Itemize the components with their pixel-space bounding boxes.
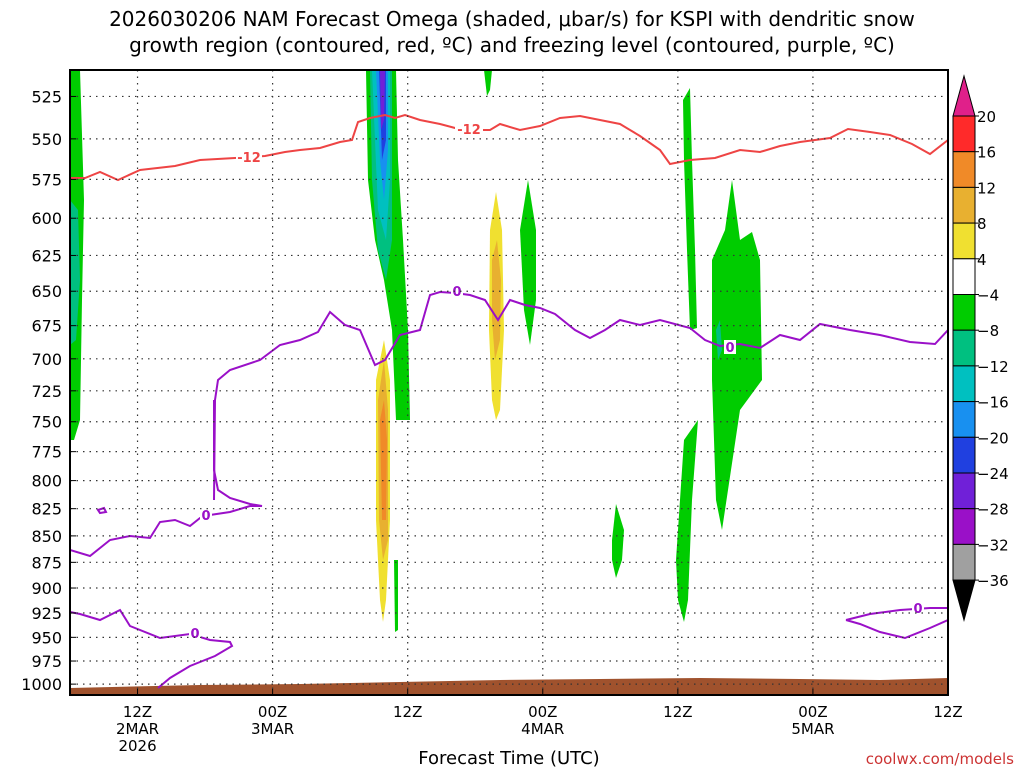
y-tick-label: 875 bbox=[31, 553, 62, 572]
x-tick-label: 2MAR bbox=[116, 720, 159, 738]
colorbar-label: 8 bbox=[977, 215, 987, 233]
x-tick-label: 00Z bbox=[258, 703, 287, 721]
freezing-contour-bottom bbox=[70, 608, 234, 689]
colorbar-swatch bbox=[952, 543, 976, 581]
contour-labels: -12 -12 0 0 0 0 0 bbox=[189, 122, 924, 642]
y-tick-label: 650 bbox=[31, 282, 62, 301]
omega-shading: -12 -12 0 0 0 0 0 bbox=[70, 70, 948, 695]
y-tick-label: 900 bbox=[31, 579, 62, 598]
colorbar-label: −24 bbox=[977, 465, 1009, 483]
y-tick-label: 575 bbox=[31, 170, 62, 189]
colorbar-swatch bbox=[952, 508, 976, 545]
colorbar-label: −8 bbox=[977, 322, 999, 340]
omega-region-descent2-gold bbox=[492, 240, 501, 360]
omega-region-green3 bbox=[683, 88, 697, 330]
omega-colorbar: 20 16 12 8 4 −4 −8 −12 −16 −20 −24 −28 −32 −36 bbox=[952, 74, 1009, 622]
omega-region-green5 bbox=[676, 420, 698, 622]
x-tick-label: 5MAR bbox=[791, 720, 834, 738]
credit-text: coolwx.com/models bbox=[866, 750, 1014, 768]
omega-region-small-green bbox=[394, 560, 398, 632]
omega-region-green4 bbox=[712, 180, 762, 530]
plot-frame bbox=[69, 69, 949, 696]
colorbar-swatch bbox=[952, 151, 976, 188]
freezing-contour-small bbox=[96, 506, 108, 515]
freezing-contour-lower bbox=[70, 400, 263, 558]
colorbar-label: −12 bbox=[977, 358, 1009, 376]
colorbar-swatch bbox=[952, 222, 976, 260]
y-tick-label: 925 bbox=[31, 604, 62, 623]
colorbar-swatch bbox=[952, 365, 976, 403]
colorbar-bottom-arrow bbox=[952, 579, 976, 622]
y-tick-label: 675 bbox=[31, 317, 62, 336]
y-tick-label: 600 bbox=[31, 209, 62, 228]
colorbar-label: −16 bbox=[977, 394, 1009, 412]
y-tick-label: 1000 bbox=[21, 675, 62, 694]
colorbar-swatch bbox=[952, 258, 976, 295]
y-tick-label: 525 bbox=[31, 87, 62, 106]
x-tick-label: 00Z bbox=[798, 703, 827, 721]
omega-region-green2 bbox=[520, 180, 536, 345]
freezing-label-b: 0 bbox=[725, 341, 734, 356]
colorbar-swatch bbox=[952, 401, 976, 438]
colorbar-label: −20 bbox=[977, 429, 1009, 447]
y-tick-label: 775 bbox=[31, 443, 62, 462]
x-tick-label: 3MAR bbox=[251, 720, 294, 738]
y-tick-label: 625 bbox=[31, 246, 62, 265]
freezing-label-e: 0 bbox=[913, 602, 922, 617]
colorbar-swatch bbox=[952, 472, 976, 510]
x-tick-label: 2026 bbox=[118, 737, 156, 755]
y-tick-label: 725 bbox=[31, 382, 62, 401]
dgz-contour-main bbox=[70, 113, 948, 182]
colorbar-label: 4 bbox=[977, 251, 987, 269]
ground-fill bbox=[70, 678, 948, 695]
grid-layer bbox=[70, 70, 949, 695]
x-tick-label: 00Z bbox=[528, 703, 557, 721]
freezing-label-d: 0 bbox=[190, 627, 199, 642]
y-tick-label: 800 bbox=[31, 472, 62, 491]
colorbar-top-arrow bbox=[952, 74, 976, 117]
colorbar-swatch bbox=[952, 186, 976, 224]
omega-region-top-blip bbox=[484, 70, 492, 96]
x-tick-label: 12Z bbox=[933, 703, 962, 721]
y-tick-label: 825 bbox=[31, 500, 62, 519]
x-tick-label: 12Z bbox=[393, 703, 422, 721]
x-tick-label: 12Z bbox=[123, 703, 152, 721]
freezing-contour-right bbox=[845, 607, 948, 640]
colorbar-swatch bbox=[952, 329, 976, 367]
colorbar-swatch bbox=[952, 115, 976, 153]
chart-title-line2: growth region (contoured, red, ºC) and f… bbox=[129, 33, 895, 57]
y-axis: 525 550 575 600 625 650 675 700 725 750 775 800 825 8… bbox=[21, 87, 76, 694]
freezing-contour-main bbox=[213, 290, 948, 501]
omega-region-descent1-orange bbox=[380, 400, 387, 520]
colorbar-label: 12 bbox=[977, 179, 996, 197]
colorbar-label: −28 bbox=[977, 501, 1009, 519]
x-axis-title: Forecast Time (UTC) bbox=[418, 748, 599, 768]
colorbar-swatch bbox=[952, 294, 976, 331]
y-tick-label: 750 bbox=[31, 413, 62, 432]
colorbar-label: 16 bbox=[977, 144, 996, 162]
y-tick-label: 975 bbox=[31, 652, 62, 671]
colorbar-label: −36 bbox=[977, 572, 1009, 590]
y-tick-label: 550 bbox=[31, 130, 62, 149]
freezing-label-a: 0 bbox=[452, 285, 461, 300]
freezing-label-c: 0 bbox=[201, 509, 210, 524]
omega-region-left-teal bbox=[70, 200, 80, 345]
x-tick-label: 4MAR bbox=[521, 720, 564, 738]
colorbar-label: −32 bbox=[977, 536, 1009, 554]
dgz-label-b: -12 bbox=[457, 123, 481, 138]
colorbar-swatch bbox=[952, 436, 976, 474]
omega-region-green6 bbox=[612, 504, 624, 578]
y-tick-label: 950 bbox=[31, 628, 62, 647]
dgz-label-a: -12 bbox=[237, 151, 261, 166]
chart-title-line1: 2026030206 NAM Forecast Omega (shaded, μ… bbox=[109, 7, 915, 31]
y-tick-label: 850 bbox=[31, 527, 62, 546]
x-tick-label: 12Z bbox=[663, 703, 692, 721]
y-tick-label: 700 bbox=[31, 350, 62, 369]
colorbar-label: 20 bbox=[977, 108, 996, 126]
colorbar-label: −4 bbox=[977, 287, 999, 305]
omega-region-green4-teal bbox=[716, 320, 722, 360]
